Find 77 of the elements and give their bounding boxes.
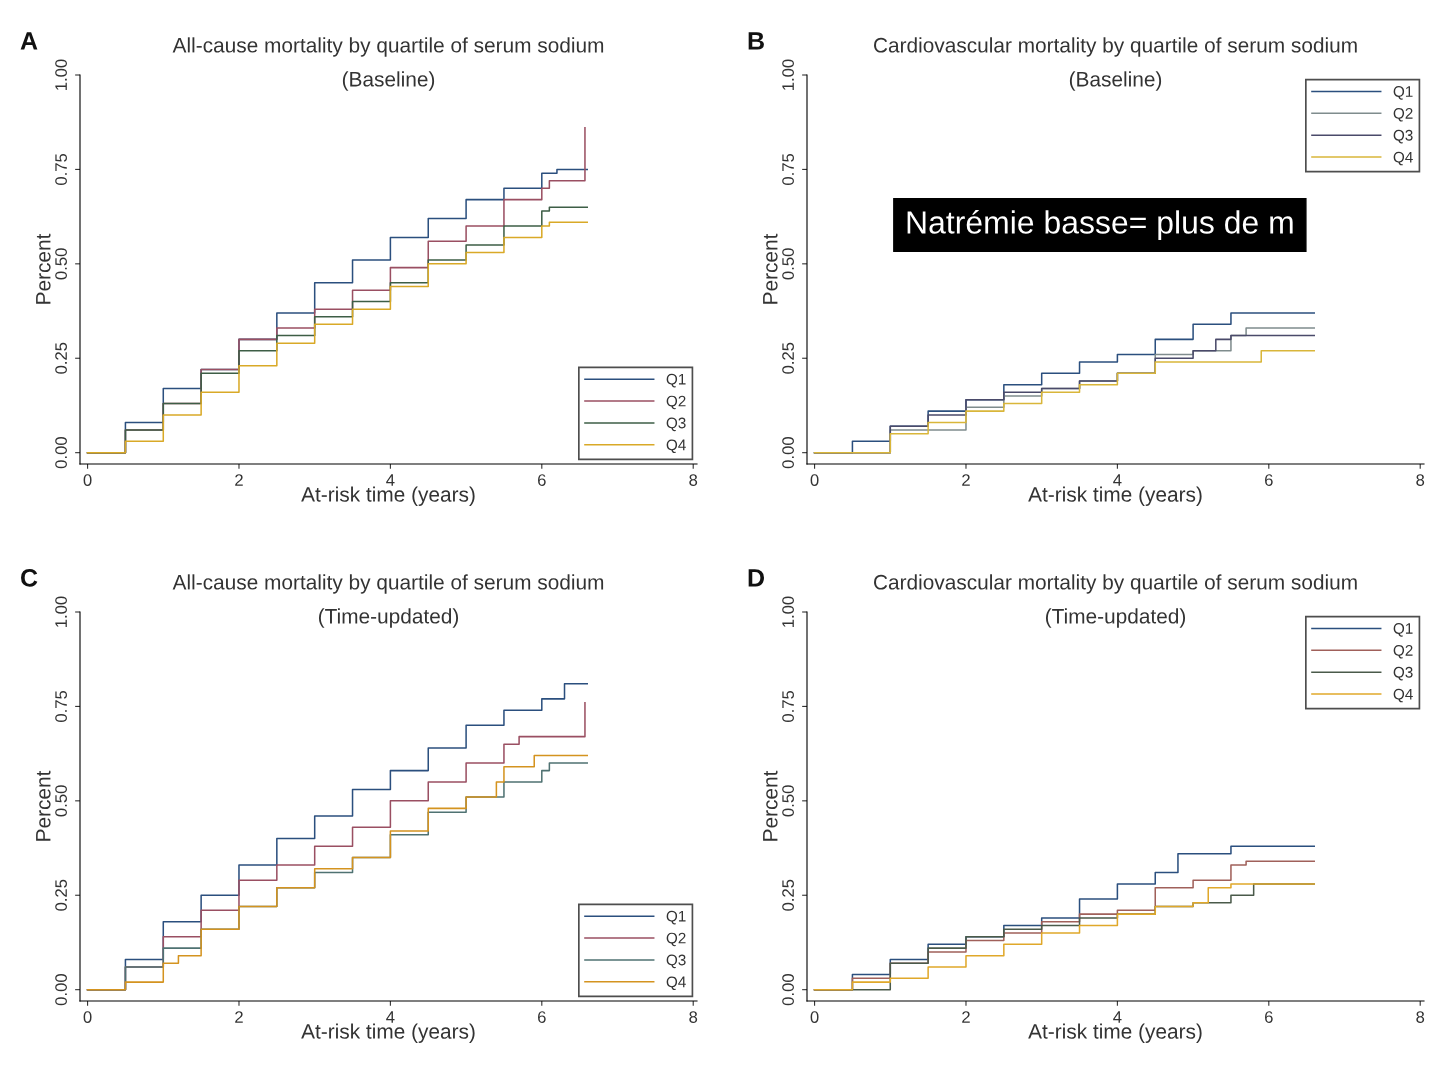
x-tick-label: 0 <box>83 1011 92 1023</box>
x-tick-label: 6 <box>1265 1011 1273 1023</box>
text: C <box>21 569 38 587</box>
legend-label: Q1 <box>666 910 686 925</box>
y-axis-title: Percent <box>763 770 778 841</box>
legend-label: Q4 <box>1393 151 1413 166</box>
x-tick-label: 0 <box>83 474 92 486</box>
x-tick-label: 6 <box>538 474 546 486</box>
y-tick-label: 0.25 <box>55 342 67 374</box>
x-tick-label: 2 <box>235 474 243 486</box>
y-tick-label: 0.25 <box>55 879 67 911</box>
chart-title: All-cause mortality by quartile of serum sodium <box>172 574 604 594</box>
x-axis-title: At-risk time (years) <box>301 1023 475 1043</box>
legend-label: Q4 <box>1393 688 1413 703</box>
chart-title: Cardiovascular mortality by quartile of serum sodium <box>874 574 1357 594</box>
legend-label: Q3 <box>1393 129 1413 144</box>
chart-subtitle: (Baseline) <box>1069 71 1162 91</box>
y-tick-label: 0.50 <box>55 785 67 817</box>
y-tick-label: 0.25 <box>782 342 794 374</box>
x-tick-label: 4 <box>1113 474 1122 486</box>
legend-label: Q1 <box>1393 86 1413 100</box>
x-tick-label: 2 <box>235 1011 243 1023</box>
text: B <box>748 32 764 50</box>
y-tick-label: 0.50 <box>782 785 794 817</box>
legend-label: Q1 <box>666 373 686 388</box>
legend-label: Q3 <box>666 954 686 969</box>
x-tick-label: 0 <box>810 1011 819 1023</box>
x-tick-label: 8 <box>689 1011 698 1023</box>
y-tick-label: 0.75 <box>55 690 67 722</box>
chart-subtitle: (Time-updated) <box>1045 608 1186 628</box>
y-tick-label: 0.50 <box>782 248 794 280</box>
x-tick-label: 0 <box>810 474 819 486</box>
x-tick-label: 8 <box>1416 1011 1425 1023</box>
chart-subtitle: (Baseline) <box>342 71 435 91</box>
y-tick-label: 1.00 <box>55 596 67 627</box>
text: D <box>748 569 764 587</box>
x-tick-label: 4 <box>386 1011 395 1023</box>
x-tick-label: 8 <box>1416 474 1425 486</box>
x-tick-label: 2 <box>962 1011 970 1023</box>
legend-label: Q1 <box>1393 623 1413 637</box>
y-tick-label: 0.75 <box>782 690 794 722</box>
legend-label: Q3 <box>1393 666 1413 681</box>
y-tick-label: 0.75 <box>782 153 794 185</box>
y-tick-label: 1.00 <box>782 596 794 627</box>
annotation: Natrémie basse= plus de m <box>907 209 1293 241</box>
legend-label: Q2 <box>666 395 686 410</box>
chart-subtitle: (Time-updated) <box>318 608 459 628</box>
y-axis-title: Percent <box>36 233 51 304</box>
x-tick-label: 4 <box>1113 1011 1122 1023</box>
y-tick-label: 0.00 <box>55 437 67 469</box>
y-tick-label: 1.00 <box>782 59 794 90</box>
y-tick-label: 0.75 <box>55 153 67 185</box>
x-tick-label: 8 <box>689 474 698 486</box>
y-tick-label: 0.25 <box>782 879 794 911</box>
y-tick-label: 1.00 <box>55 59 67 90</box>
y-tick-label: 0.00 <box>782 437 794 469</box>
legend-label: Q4 <box>666 976 686 991</box>
legend-label: Q2 <box>1393 107 1413 122</box>
y-tick-label: 0.00 <box>55 974 67 1006</box>
legend-label: Q2 <box>1393 644 1413 659</box>
y-tick-label: 0.00 <box>782 974 794 1006</box>
x-tick-label: 6 <box>538 1011 546 1023</box>
legend-label: Q4 <box>666 439 686 454</box>
legend-label: Q3 <box>666 417 686 432</box>
x-axis-title: At-risk time (years) <box>301 486 475 506</box>
x-tick-label: 2 <box>962 474 970 486</box>
x-axis-title: At-risk time (years) <box>1028 486 1202 506</box>
y-axis-title: Percent <box>36 770 51 841</box>
x-tick-label: 6 <box>1265 474 1273 486</box>
chart-title: Cardiovascular mortality by quartile of serum sodium <box>874 37 1357 57</box>
y-tick-label: 0.50 <box>55 248 67 280</box>
text: A <box>20 32 38 50</box>
legend-label: Q2 <box>666 932 686 947</box>
x-axis-title: At-risk time (years) <box>1028 1023 1202 1043</box>
y-axis-title: Percent <box>763 233 778 304</box>
x-tick-label: 4 <box>386 474 395 486</box>
chart-title: All-cause mortality by quartile of serum sodium <box>172 37 604 57</box>
